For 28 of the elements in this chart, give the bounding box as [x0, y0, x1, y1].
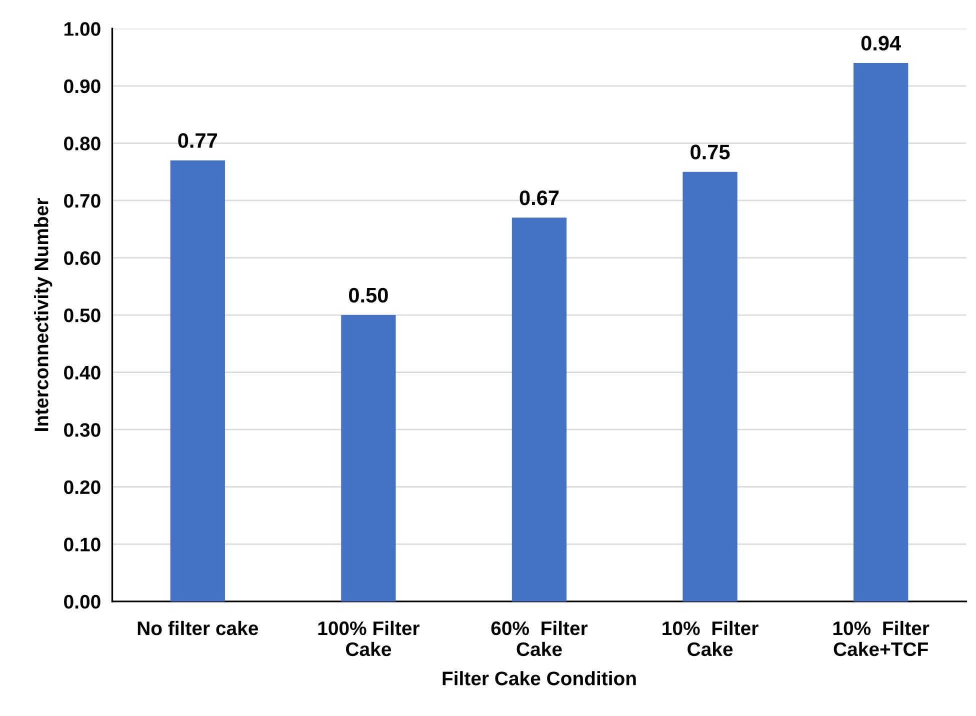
x-tick-label: 10% Filter Cake+TCF [833, 620, 930, 656]
bar [341, 315, 396, 602]
y-tick-label: 0.50 [64, 308, 100, 322]
data-label: 0.94 [861, 36, 902, 51]
y-tick-label: 0.60 [64, 251, 100, 265]
bar [170, 160, 225, 602]
y-tick-label: 0.40 [64, 366, 100, 380]
y-tick-label: 0.00 [64, 594, 100, 609]
data-label: 0.50 [348, 288, 388, 303]
x-axis-title: Filter Cake Condition [442, 671, 636, 686]
y-tick-label: 1.00 [64, 22, 100, 36]
data-label: 0.75 [690, 144, 730, 160]
y-tick-label: 0.70 [64, 194, 100, 208]
y-axis-title: Interconnectivity Number [34, 198, 52, 431]
y-tick-label: 0.90 [64, 79, 100, 94]
y-tick-label: 0.10 [64, 538, 100, 552]
y-tick-label: 0.30 [64, 423, 100, 437]
bar [854, 63, 908, 602]
x-tick-label: No filter cake [138, 620, 258, 636]
data-label: 0.77 [178, 133, 217, 148]
y-tick-label: 0.20 [64, 480, 100, 494]
y-tick-label: 0.80 [64, 136, 100, 150]
x-tick-label: 10% Filter Cake [662, 620, 758, 656]
bar [682, 172, 738, 602]
x-tick-label: 60% Filter Cake [491, 620, 588, 656]
data-label: 0.67 [520, 190, 559, 206]
x-tick-label: 100% Filter Cake [318, 620, 420, 656]
bar [512, 218, 567, 602]
